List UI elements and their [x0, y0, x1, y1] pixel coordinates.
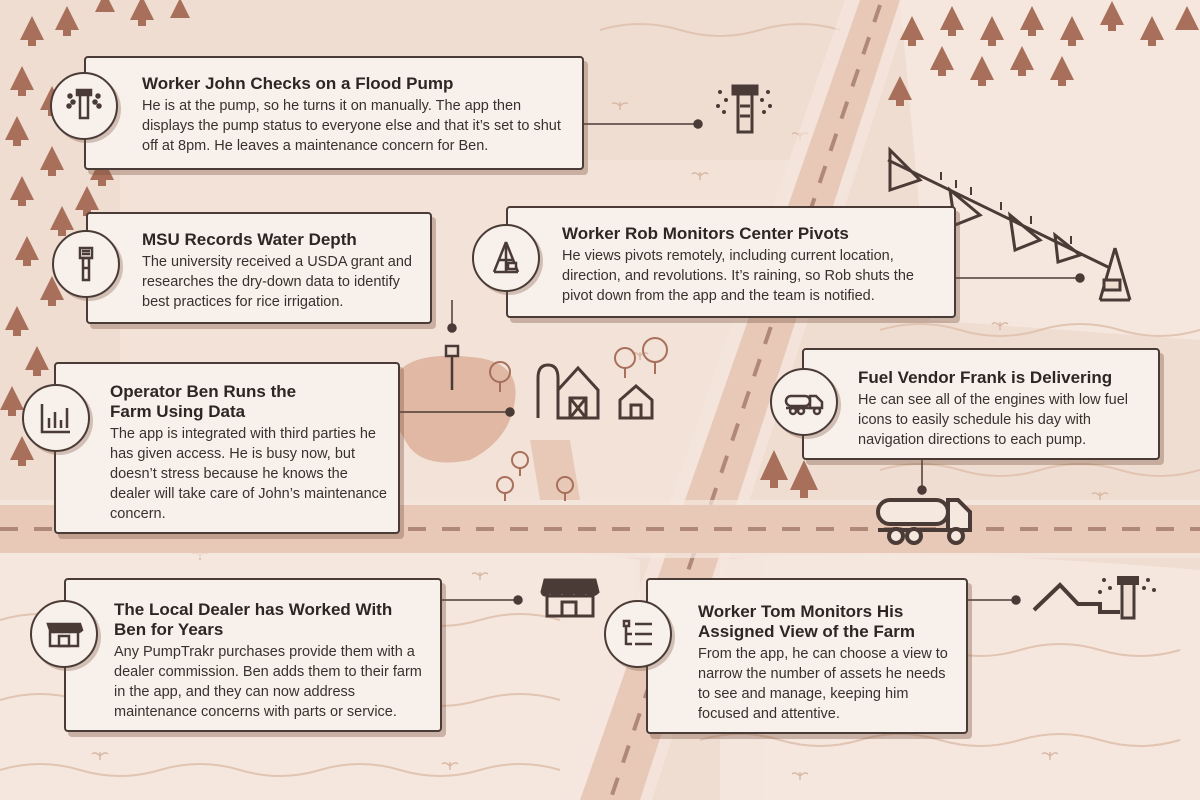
storefront-icon	[30, 600, 98, 668]
card-body: He is at the pump, so he turns it on man…	[142, 98, 561, 154]
flood-pump-map-icon	[731, 84, 759, 134]
pipe-pump-map-icon	[1032, 576, 1139, 620]
card-body: He can see all of the engines with low f…	[858, 392, 1129, 448]
card-title: Worker Rob Monitors Center Pivots	[562, 224, 849, 243]
farmstead-map-icon	[536, 363, 654, 420]
card-title: Worker Tom Monitors His Assigned View of…	[698, 602, 915, 641]
center-pivot-icon	[472, 224, 540, 292]
card-body: The app is integrated with third parties…	[110, 426, 388, 522]
card-title: Operator Ben Runs the Farm Using Data	[110, 382, 297, 421]
card-center-pivots: Worker Rob Monitors Center Pivots He vie…	[506, 206, 956, 318]
fuel-truck-icon	[770, 368, 838, 436]
card-title: Worker John Checks on a Flood Pump	[142, 74, 454, 93]
water-depth-sensor-map-icon	[444, 344, 460, 390]
fuel-truck-map-icon	[876, 498, 972, 545]
card-operator-data: Operator Ben Runs the Farm Using Data Th…	[54, 362, 400, 534]
card-body: Any PumpTrakr purchases provide them wit…	[114, 644, 422, 720]
water-depth-sensor-icon	[52, 230, 120, 298]
flood-pump-icon	[50, 72, 118, 140]
card-flood-pump: Worker John Checks on a Flood Pump He is…	[84, 56, 584, 170]
card-title: The Local Dealer has Worked With Ben for…	[114, 600, 393, 639]
card-title: Fuel Vendor Frank is Delivering	[858, 368, 1113, 387]
center-pivot-map-icon	[887, 146, 1132, 302]
card-fuel-vendor: Fuel Vendor Frank is Delivering He can s…	[802, 348, 1160, 460]
card-body: The university received a USDA grant and…	[142, 254, 412, 310]
card-title: MSU Records Water Depth	[142, 230, 357, 249]
list-view-icon	[604, 600, 672, 668]
card-water-depth: MSU Records Water Depth The university r…	[86, 212, 432, 324]
card-body: From the app, he can choose a view to na…	[698, 646, 948, 722]
card-local-dealer: The Local Dealer has Worked With Ben for…	[64, 578, 442, 732]
card-assigned-view: Worker Tom Monitors His Assigned View of…	[646, 578, 968, 734]
card-body: He views pivots remotely, including curr…	[562, 248, 914, 304]
storefront-map-icon	[540, 578, 600, 618]
bar-chart-icon	[22, 384, 90, 452]
